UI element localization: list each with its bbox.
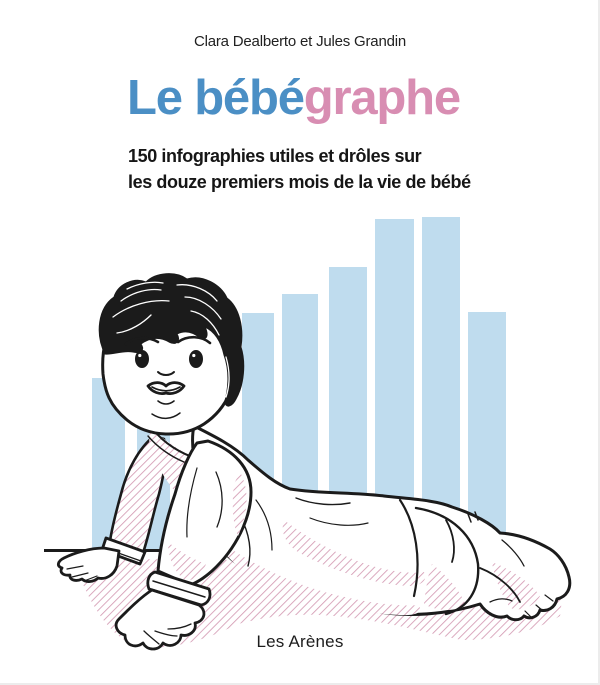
title-part-graphe: graphe	[303, 71, 461, 125]
baby-body	[147, 424, 572, 622]
chart-bar	[422, 217, 460, 551]
hair-strands	[112, 281, 230, 398]
authors-line: Clara Dealberto et Jules Grandin	[193, 33, 407, 50]
subtitle-line-2: les douze premiers mois de la vie de béb…	[128, 172, 471, 193]
baby-head	[98, 273, 245, 436]
title-part-bebe: Le bébé	[127, 71, 305, 125]
eyebrows	[124, 335, 212, 346]
far-arm	[57, 434, 167, 583]
book-title: Le bébégraphe	[127, 71, 461, 125]
eyes	[135, 350, 203, 368]
publisher-imprint: Les Arènes	[256, 632, 344, 651]
subtitle: 150 infographies utiles et drôles sur le…	[128, 143, 471, 195]
chart-bar	[468, 312, 506, 551]
baby-hair	[98, 273, 245, 407]
nose	[157, 371, 175, 376]
mouth	[146, 381, 186, 395]
near-arm	[114, 439, 253, 651]
subtitle-line-1: 150 infographies utiles et drôles sur	[128, 146, 422, 166]
